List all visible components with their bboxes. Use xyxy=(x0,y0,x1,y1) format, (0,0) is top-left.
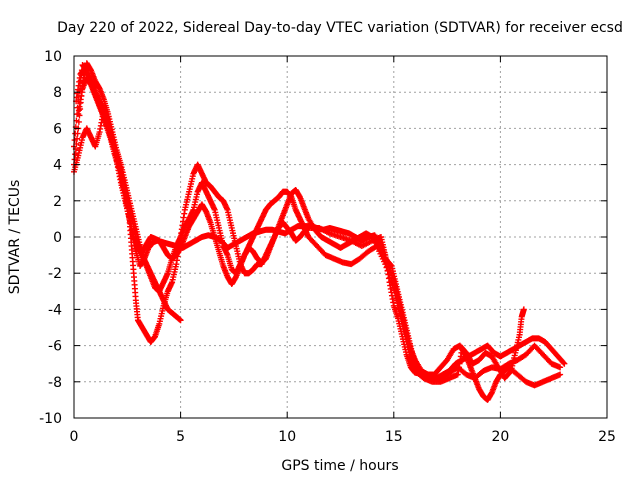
y-tick-label: 0 xyxy=(53,230,62,246)
x-tick-label: 5 xyxy=(176,429,185,445)
y-tick-label: -10 xyxy=(39,411,62,427)
y-axis-ticks: -10 -8 -6 -4 -2 0 2 4 6 8 10 xyxy=(39,49,607,427)
data-point xyxy=(72,151,79,158)
y-tick-label: -6 xyxy=(48,339,62,355)
data-point xyxy=(557,371,564,378)
y-tick-label: 6 xyxy=(53,121,62,137)
y-tick-label: 4 xyxy=(53,158,62,174)
data-point xyxy=(75,118,82,125)
data-point xyxy=(387,261,394,268)
y-tick-label: -4 xyxy=(48,302,62,318)
chart-title: Day 220 of 2022, Sidereal Day-to-day VTE… xyxy=(57,20,623,36)
data-point xyxy=(507,368,514,375)
y-axis-label: SDTVAR / TECUs xyxy=(7,180,23,295)
x-axis-ticks: 0 5 10 15 20 25 xyxy=(70,56,616,445)
data-point xyxy=(560,359,567,366)
data-point xyxy=(557,364,564,371)
data-point xyxy=(561,360,568,367)
x-tick-label: 0 xyxy=(70,429,79,445)
data-series xyxy=(71,60,568,403)
series-track-5 xyxy=(75,74,568,382)
y-tick-label: 10 xyxy=(44,49,62,65)
y-tick-label: 8 xyxy=(53,85,62,101)
data-point xyxy=(74,130,81,137)
x-tick-label: 20 xyxy=(491,429,509,445)
y-tick-label: -8 xyxy=(48,375,62,391)
data-point xyxy=(520,306,527,313)
x-tick-label: 25 xyxy=(598,429,616,445)
x-axis-label: GPS time / hours xyxy=(281,458,398,474)
data-point xyxy=(74,135,81,142)
y-tick-label: -2 xyxy=(48,266,62,282)
data-point xyxy=(177,317,184,324)
y-tick-label: 2 xyxy=(53,194,62,210)
x-tick-label: 15 xyxy=(385,429,403,445)
x-tick-label: 10 xyxy=(278,429,296,445)
